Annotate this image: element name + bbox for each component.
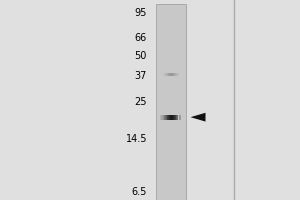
Bar xyxy=(170,73,171,76)
Bar xyxy=(171,73,172,76)
Bar xyxy=(179,115,180,120)
Bar xyxy=(168,73,169,76)
Text: m.muscle: m.muscle xyxy=(146,0,196,1)
Bar xyxy=(177,73,178,76)
Text: 95: 95 xyxy=(135,8,147,18)
Bar xyxy=(165,115,166,120)
Bar xyxy=(168,115,169,120)
Bar xyxy=(180,115,181,120)
Bar xyxy=(167,115,168,120)
Bar xyxy=(169,115,170,120)
Bar xyxy=(161,115,162,120)
Polygon shape xyxy=(190,113,206,122)
Bar xyxy=(177,115,178,120)
Bar xyxy=(170,115,171,120)
Bar xyxy=(176,73,177,76)
Text: 66: 66 xyxy=(135,33,147,43)
Bar xyxy=(164,73,165,76)
Bar xyxy=(163,73,164,76)
Bar xyxy=(178,73,179,76)
Bar xyxy=(178,115,179,120)
Text: 25: 25 xyxy=(134,97,147,107)
Bar xyxy=(181,115,182,120)
Bar xyxy=(174,115,175,120)
Bar xyxy=(169,73,170,76)
Text: 6.5: 6.5 xyxy=(132,187,147,197)
Bar xyxy=(172,115,173,120)
Bar xyxy=(171,115,172,120)
Text: 14.5: 14.5 xyxy=(125,134,147,144)
Bar xyxy=(164,115,165,120)
Bar xyxy=(176,115,177,120)
Bar xyxy=(166,73,167,76)
Bar xyxy=(173,73,174,76)
Bar xyxy=(167,73,168,76)
Bar xyxy=(156,4,186,200)
Bar xyxy=(163,115,164,120)
Bar xyxy=(162,115,163,120)
Bar xyxy=(173,115,174,120)
Bar xyxy=(160,115,161,120)
Bar xyxy=(172,73,173,76)
Bar xyxy=(174,73,175,76)
Text: 50: 50 xyxy=(135,51,147,61)
Text: 37: 37 xyxy=(135,71,147,81)
Bar xyxy=(165,73,166,76)
